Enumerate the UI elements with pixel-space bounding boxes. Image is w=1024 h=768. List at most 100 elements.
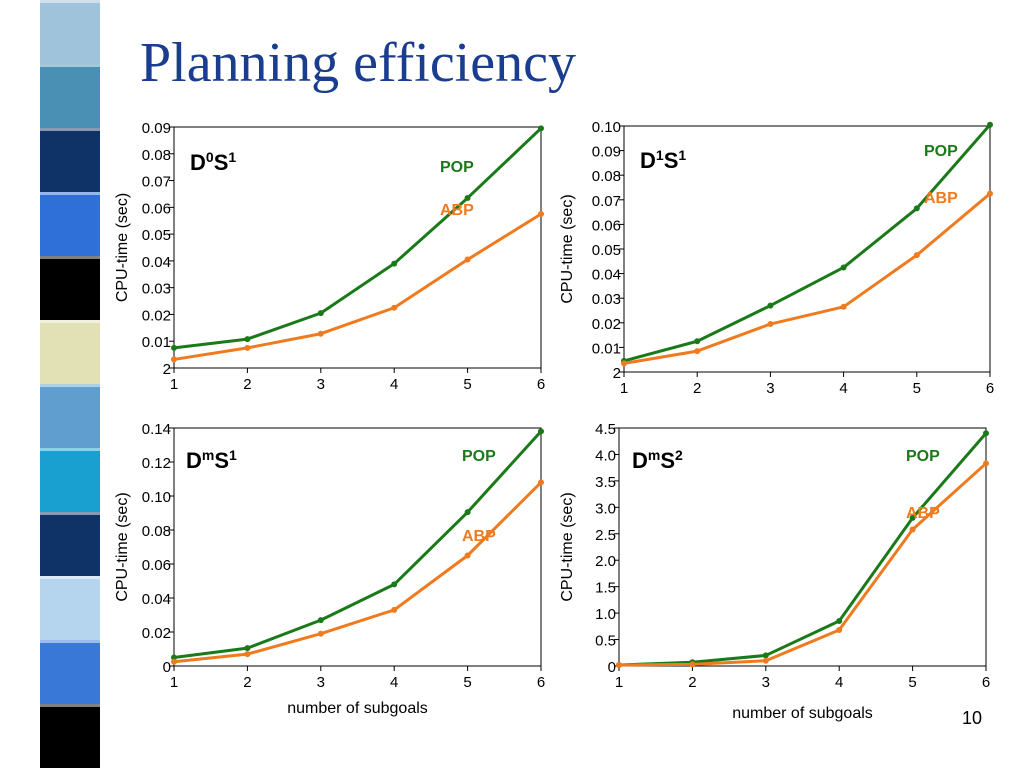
- stripe-block: [40, 128, 100, 192]
- panel-title-superscript: 0: [206, 149, 214, 165]
- pop-series-label: POP: [924, 143, 958, 160]
- abp-data-point: [538, 211, 544, 218]
- y-tick-label: 0.01: [592, 340, 621, 357]
- pop-data-point: [767, 302, 774, 309]
- abp-data-point: [913, 252, 920, 259]
- y-tick-label: 0.06: [592, 217, 621, 234]
- stripe-block: [40, 0, 100, 64]
- y-tick-label: 0.08: [592, 168, 621, 185]
- abp-series-line: [618, 462, 988, 667]
- pop-data-point: [909, 514, 916, 521]
- y-axis-label: CPU-time (sec): [559, 492, 576, 601]
- stripe-divider: [40, 320, 100, 323]
- y-tick-label: 0.10: [592, 119, 621, 136]
- pop-data-point: [244, 645, 251, 652]
- y-tick-label: 0.05: [142, 227, 171, 244]
- pop-data-point: [244, 336, 251, 343]
- abp-data-point: [244, 651, 251, 658]
- pop-series-label: POP: [462, 448, 496, 465]
- pop-series-label: POP: [440, 159, 474, 176]
- stripe-divider: [40, 384, 100, 387]
- panel-title: DmS1: [186, 447, 237, 473]
- x-tick-label: 3: [317, 376, 325, 393]
- abp-data-point: [909, 526, 916, 533]
- pop-data-point: [987, 121, 993, 128]
- pop-data-point: [762, 652, 769, 659]
- abp-data-point: [464, 552, 471, 559]
- y-tick-label: 0.01: [142, 334, 171, 351]
- stripe-divider: [40, 192, 100, 195]
- stripe-block: [40, 640, 100, 704]
- y-tick-label: 0.04: [142, 254, 171, 271]
- decorative-stripe: [40, 0, 100, 768]
- x-tick-label: 3: [317, 674, 325, 691]
- abp-series-line: [173, 212, 542, 361]
- x-axis-label: number of subgoals: [287, 700, 428, 717]
- x-tick-label: 2: [693, 380, 701, 397]
- stripe-divider: [40, 0, 100, 3]
- pop-series-line: [623, 123, 992, 363]
- y-tick-label: 0.07: [142, 174, 171, 191]
- panel-title-superscript: 1: [656, 147, 664, 163]
- y-tick-label: 0.03: [142, 281, 171, 298]
- y-tick-label: 0.02: [592, 316, 621, 333]
- abp-data-point: [317, 630, 324, 637]
- abp-data-point: [840, 303, 847, 310]
- pop-data-point: [913, 205, 920, 212]
- y-tick-label: 0.06: [142, 200, 171, 217]
- y-tick-label: 1.5: [595, 580, 616, 597]
- stripe-block: [40, 576, 100, 640]
- x-tick-label: 2: [243, 674, 251, 691]
- stripe-divider: [40, 640, 100, 643]
- y-tick-label: 1.0: [595, 606, 616, 623]
- x-tick-label: 4: [390, 674, 398, 691]
- plot-frame: [173, 427, 542, 667]
- abp-data-point: [689, 661, 696, 668]
- pop-series-label: POP: [906, 448, 940, 465]
- y-tick-label: 3.0: [595, 500, 616, 517]
- x-tick-label: 5: [463, 674, 471, 691]
- stripe-block: [40, 384, 100, 448]
- panel-title-superscript: 1: [229, 447, 237, 463]
- y-tick-label: 2.0: [595, 553, 616, 570]
- stripe-block: [40, 192, 100, 256]
- stripe-divider: [40, 256, 100, 259]
- y-tick-label: 0.04: [142, 591, 171, 608]
- stripe-block: [40, 704, 100, 768]
- abp-data-point: [762, 657, 769, 664]
- x-tick-label: 6: [537, 674, 545, 691]
- pop-data-point: [836, 618, 843, 625]
- y-tick-label: 0.05: [592, 242, 621, 259]
- pop-data-point: [464, 509, 471, 516]
- panel-title-superscript: 2: [675, 447, 683, 463]
- abp-data-point: [987, 190, 993, 197]
- x-axis-label: number of subgoals: [732, 705, 873, 722]
- panel-title-letter: S: [214, 448, 229, 473]
- x-tick-label: 3: [762, 674, 770, 691]
- x-tick-label: 5: [908, 674, 916, 691]
- stripe-divider: [40, 128, 100, 131]
- y-tick-label: 0.5: [595, 633, 616, 650]
- stripe-divider: [40, 448, 100, 451]
- y-tick-label: 0: [608, 659, 616, 676]
- x-tick-label: 4: [839, 380, 847, 397]
- y-tick-label: 0.14: [142, 421, 171, 438]
- pop-series-line: [173, 127, 543, 350]
- pop-data-point: [694, 338, 701, 345]
- panel-title-letter: D: [640, 148, 656, 173]
- abp-data-point: [244, 344, 251, 351]
- abp-data-point: [391, 304, 398, 311]
- stripe-divider: [40, 576, 100, 579]
- pop-data-point: [391, 581, 398, 588]
- x-tick-label: 6: [982, 674, 990, 691]
- abp-data-point: [317, 330, 324, 337]
- stripe-block: [40, 64, 100, 128]
- y-tick-label: 0.10: [142, 489, 171, 506]
- y-tick-label: 0.09: [142, 120, 171, 137]
- y-tick-label: 0.04: [592, 267, 621, 284]
- abp-data-point: [836, 627, 843, 634]
- x-tick-label: 6: [986, 380, 994, 397]
- y-tick-label: 2.5: [595, 527, 616, 544]
- y-tick-label: 3.5: [595, 474, 616, 491]
